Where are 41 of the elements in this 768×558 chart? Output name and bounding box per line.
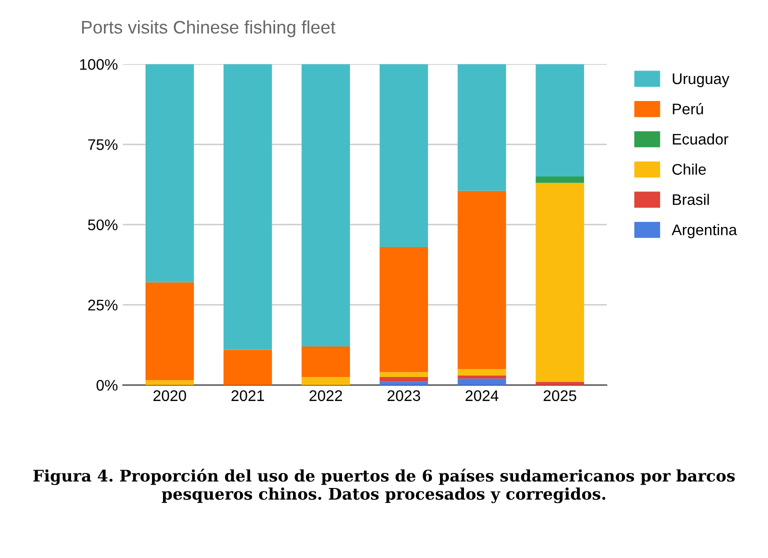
bar (302, 377, 350, 386)
bar (380, 247, 428, 372)
legend-label: Perú (672, 102, 703, 114)
bar (458, 378, 506, 386)
bar (380, 372, 428, 377)
bar (536, 382, 584, 386)
x-tick-label: 2024 (466, 390, 498, 402)
bar (536, 182, 584, 382)
text: Figura 4. Proporción del uso de puertos de 6 países sudamericanos por barcos pesqueros chinos. Datos procesados y corregidos. (33, 468, 735, 504)
legend-label: Chile (672, 164, 706, 175)
bar (302, 64, 350, 347)
bar (146, 282, 194, 380)
legend-label: Uruguay (672, 74, 730, 88)
bar (380, 64, 428, 248)
bar (536, 176, 584, 183)
bar (458, 190, 506, 369)
bar (302, 346, 350, 377)
bar (458, 375, 506, 379)
bar (146, 380, 194, 386)
bar (458, 368, 506, 376)
bar (458, 64, 506, 191)
y-tick-label: 100% (80, 59, 118, 70)
bar (536, 64, 584, 176)
y-tick-label: 75% (88, 139, 118, 150)
y-tick-label: 50% (88, 219, 118, 230)
bar (146, 64, 194, 282)
x-tick-label: 2022 (310, 390, 342, 402)
bar (380, 382, 428, 386)
x-tick-label: 2025 (544, 390, 576, 402)
legend-label: Argentina (672, 224, 738, 238)
y-tick-label: 25% (88, 300, 118, 310)
bar (224, 350, 272, 386)
x-tick-label: 2023 (388, 390, 420, 402)
y-tick-label: 0% (96, 380, 118, 391)
x-tick-label: 2020 (153, 390, 186, 402)
legend-label: Ecuador (672, 133, 728, 145)
legend-label: Brasil (672, 194, 709, 206)
x-tick-label: 2021 (232, 390, 264, 402)
bar (224, 64, 272, 350)
chart-title: Ports visits Chinese fishing fleet (82, 20, 336, 38)
bar (380, 377, 428, 382)
